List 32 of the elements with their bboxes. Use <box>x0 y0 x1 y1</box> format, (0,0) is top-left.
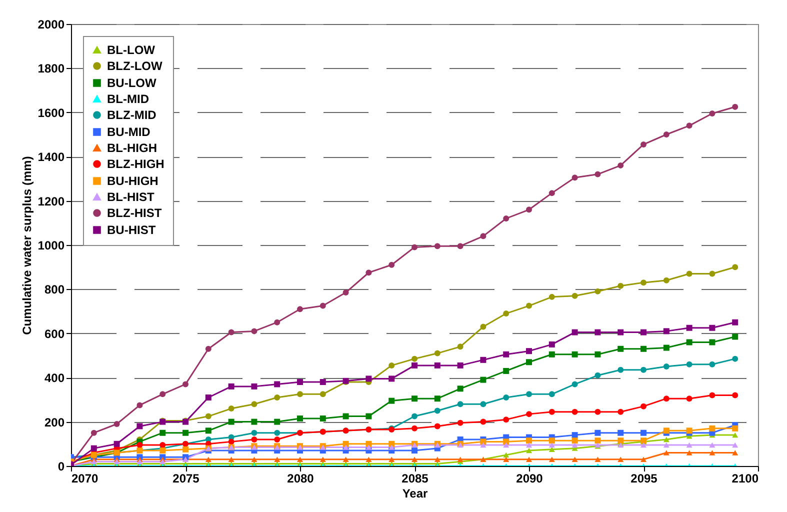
y-tick-label: 1600 <box>38 106 65 120</box>
y-tick-label: 1800 <box>38 62 65 76</box>
legend-label: BU-LOW <box>107 76 157 90</box>
x-tick-label: 2095 <box>630 472 658 486</box>
legend-label: BU-HIST <box>107 223 156 237</box>
y-tick-label: 400 <box>44 371 65 386</box>
x-axis-title: Year <box>402 486 428 500</box>
y-tick-label: 800 <box>44 282 65 297</box>
legend-label: BL-HIGH <box>107 141 157 155</box>
y-tick-label: 1200 <box>38 194 65 208</box>
y-tick-label: 600 <box>44 326 65 341</box>
y-tick-label: 1000 <box>38 238 65 252</box>
legend-label: BLZ-MID <box>107 108 157 122</box>
x-tick-label: 2085 <box>402 472 429 486</box>
x-tick-label: 2090 <box>516 472 544 486</box>
legend-label: BL-LOW <box>107 43 156 57</box>
y-tick-label: 0 <box>58 460 65 474</box>
legend-label: BU-HIGH <box>107 174 158 188</box>
x-tick-label: 2075 <box>172 472 200 486</box>
y-tick-label: 1400 <box>38 150 65 164</box>
legend-label: BU-MID <box>107 125 151 139</box>
legend-label: BL-MID <box>107 92 150 106</box>
legend-label: BL-HIST <box>107 190 155 204</box>
legend-label: BLZ-LOW <box>107 59 163 73</box>
x-tick-label: 2100 <box>732 472 759 486</box>
y-axis-title: Cumulative water surplus (mm) <box>20 156 34 335</box>
legend-label: BLZ-HIST <box>107 206 162 220</box>
legend-label: BLZ-HIGH <box>107 157 164 171</box>
y-tick-label: 200 <box>44 415 65 430</box>
y-tick-label: 2000 <box>38 18 65 32</box>
x-tick-label: 2070 <box>72 472 99 486</box>
x-tick-label: 2080 <box>287 472 314 486</box>
